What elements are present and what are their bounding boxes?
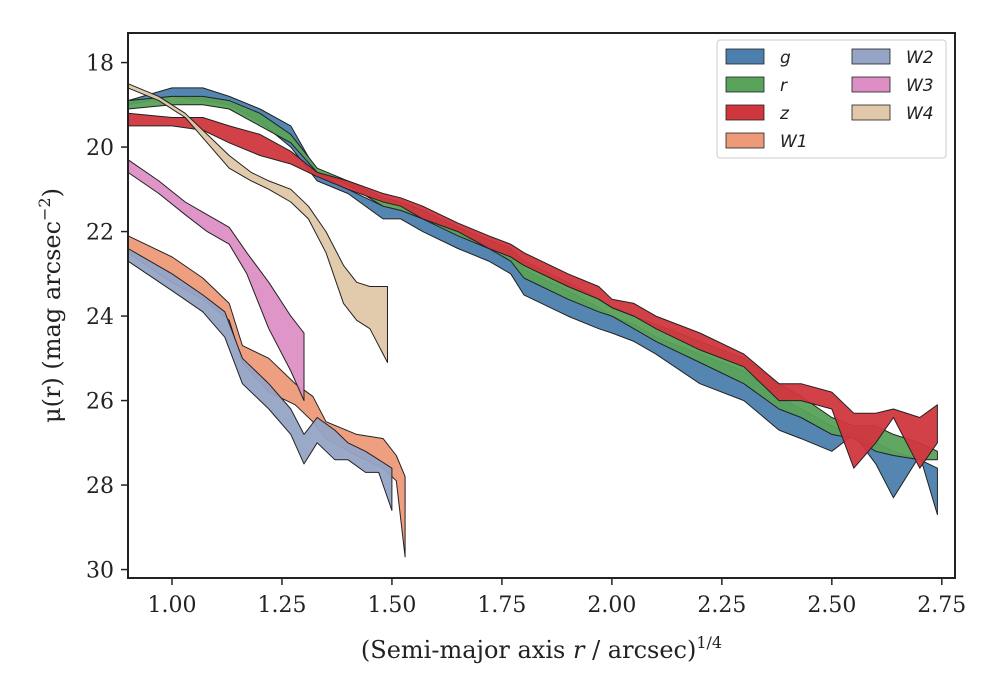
y-tick-label: 22 [86, 221, 114, 246]
legend-label-r: r [780, 76, 788, 96]
series-band-w2 [127, 248, 393, 511]
y-axis-label-sup: −2 [35, 197, 54, 221]
legend-label-g: g [780, 48, 791, 68]
y-axis-label: μ(r) (mag arcsec−2) [35, 188, 66, 423]
series-band-w4 [127, 83, 388, 363]
x-axis: 1.00 1.25 1.50 1.75 2.00 2.25 2.50 2.75 [147, 578, 966, 618]
x-tick-label: 1.50 [367, 593, 416, 618]
x-tick-label: 2.50 [807, 593, 856, 618]
y-axis-label-main: μ(r) (mag arcsec [38, 221, 66, 423]
legend-label-w4: W4 [906, 104, 934, 124]
legend-label-w1: W1 [780, 132, 808, 152]
x-axis-label-unit: / arcsec) [584, 636, 696, 664]
legend-swatch-w1 [725, 132, 765, 149]
x-axis-label-main: (Semi-major axis [361, 636, 573, 664]
legend: grz W1 W2 W3 W4 [716, 39, 947, 159]
legend-swatch-w4 [851, 104, 891, 121]
y-axis-label-tail: ) [38, 188, 66, 197]
y-tick-label: 24 [86, 305, 114, 330]
legend-label-w2: W2 [906, 48, 934, 68]
legend-swatch-w2 [851, 48, 891, 65]
legend-box [716, 39, 947, 159]
x-tick-label: 1.00 [147, 593, 196, 618]
x-tick-label: 2.00 [587, 593, 636, 618]
legend-swatch-g [725, 48, 765, 65]
y-tick-label: 28 [86, 474, 114, 499]
series-band-w3 [127, 159, 305, 402]
legend-label-z: z [779, 104, 790, 124]
x-tick-label: 1.75 [477, 593, 526, 618]
plot-frame [127, 32, 956, 579]
series-band-z [127, 112, 938, 469]
x-tick-label: 2.25 [697, 593, 746, 618]
legend-swatch-r [725, 76, 765, 93]
legend-swatch-w3 [851, 76, 891, 93]
x-tick-label: 2.75 [917, 593, 966, 618]
x-axis-label: (Semi-major axis r / arcsec)1/4 [361, 633, 722, 664]
y-tick-label: 26 [86, 390, 114, 415]
y-tick-label: 20 [86, 136, 114, 161]
x-tick-label: 1.25 [257, 593, 306, 618]
x-axis-label-var: r [573, 636, 586, 664]
series-layer [127, 83, 938, 558]
y-tick-label: 18 [86, 52, 114, 77]
legend-label-w3: W3 [906, 76, 934, 96]
y-axis: 18 20 22 24 26 28 30 [86, 52, 128, 584]
y-tick-label: 30 [86, 559, 114, 584]
x-axis-label-sup: 1/4 [696, 633, 722, 652]
legend-swatch-z [725, 104, 765, 121]
